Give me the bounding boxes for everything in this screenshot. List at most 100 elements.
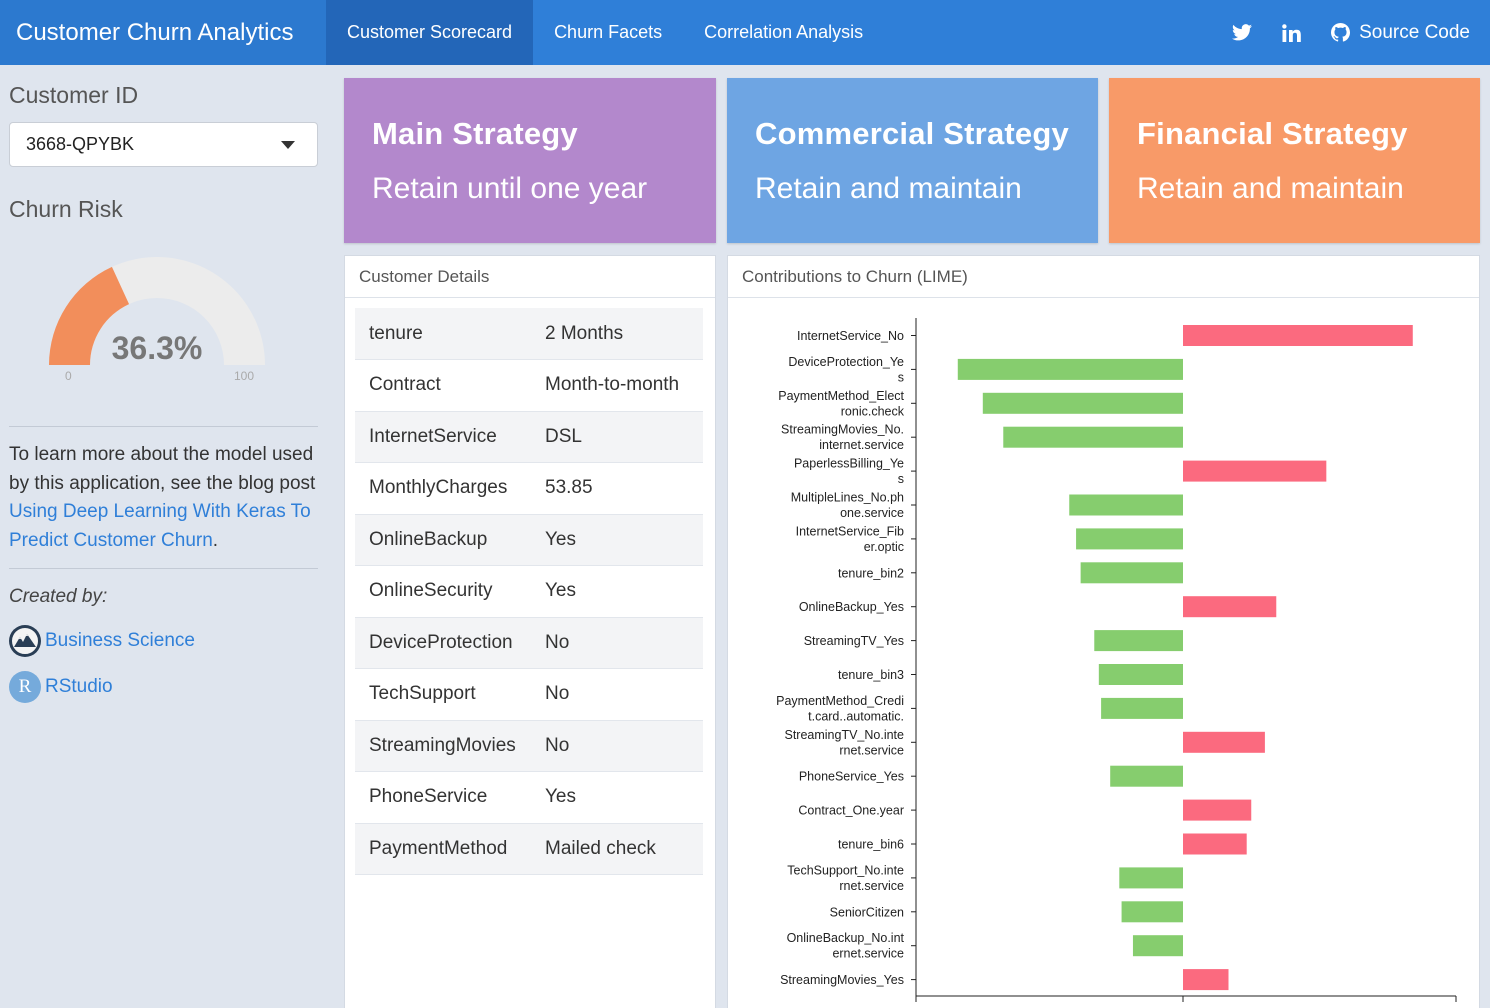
chart-bar [1183,969,1229,991]
category-label: one.service [840,506,904,520]
credit-business-science[interactable]: Business Science [9,625,195,657]
blog-post-link[interactable]: Using Deep Learning With Keras To Predic… [9,501,311,551]
financial-strategy-title: Financial Strategy [1137,116,1408,151]
app-title[interactable]: Customer Churn Analytics [0,0,326,65]
chart-bar [1183,325,1413,346]
table-row: Contract Month-to-month [355,359,703,412]
credit-rstudio[interactable]: R RStudio [9,671,113,703]
churn-risk-label: Churn Risk [9,196,123,222]
blurb-text: To learn more about the model used by th… [9,444,316,494]
category-label: PhoneService_Yes [799,770,904,784]
category-label: tenure_bin3 [838,668,904,682]
tab-correlation-analysis[interactable]: Correlation Analysis [704,22,864,42]
detail-value: No [531,720,703,772]
category-label: DeviceProtection_Ye [788,355,904,369]
detail-value: No [531,668,703,721]
rstudio-logo: R [9,671,41,703]
navbar: Customer Churn Analytics Customer Scorec… [0,0,1490,65]
source-code-link[interactable]: Source Code [1331,22,1470,44]
category-label: InternetService_Fib [796,524,904,538]
customer-details-table: tenure 2 Months Contract Month-to-month In… [355,308,703,875]
tab-churn-facets[interactable]: Churn Facets [554,22,663,42]
main-strategy-title: Main Strategy [372,116,578,151]
created-by-label: Created by: [9,586,108,607]
detail-key: DeviceProtection [355,617,531,669]
table-row: MonthlyCharges 53.85 [355,462,703,515]
detail-key: PaymentMethod [355,823,531,875]
detail-key: Contract [355,359,531,412]
financial-strategy-value: Retain and maintain [1137,172,1404,205]
category-label: PaperlessBilling_Ye [794,457,904,471]
category-label: internet.service [819,438,904,452]
chart-bar [1080,562,1183,584]
detail-value: Yes [531,771,703,824]
table-row: tenure 2 Months [355,308,703,360]
twitter-icon[interactable] [1232,24,1253,41]
category-label: OnlineBackup_Yes [799,600,904,614]
chart-bar [1183,596,1277,618]
sidebar-divider [9,568,318,569]
category-label: er.optic [864,540,904,554]
chart-bar [1121,901,1183,923]
tab-customer-scorecard[interactable]: Customer Scorecard [326,0,534,65]
linkedin-icon[interactable] [1282,23,1301,42]
table-row: PaymentMethod Mailed check [355,823,703,875]
chart-bar [1183,799,1252,821]
detail-key: tenure [355,308,531,360]
category-label: StreamingTV_No.inte [784,728,904,742]
category-label: rnet.service [839,879,904,893]
churn-risk-gauge: 36.3% 0 100 [40,245,276,385]
category-label: Contract_One.year [798,804,904,818]
category-label: PaymentMethod_Credi [776,694,904,708]
financial-strategy-box: Financial Strategy Retain and maintain [1109,78,1480,243]
credit-label: RStudio [45,676,113,697]
business-science-logo [9,625,41,657]
navbar-links: Source Code [1232,0,1470,65]
detail-key: OnlineBackup [355,514,531,566]
detail-value: 53.85 [531,462,703,515]
gauge-max-label: 100 [234,369,255,383]
chart-bar [1094,630,1183,652]
chart-bar [1101,697,1183,719]
category-label: TechSupport_No.inte [787,863,904,877]
category-label: OnlineBackup_No.int [787,931,905,945]
category-label: StreamingMovies_No. [781,423,904,437]
chart-bar [1119,867,1183,889]
category-label: tenure_bin6 [838,838,904,852]
detail-value: Yes [531,514,703,566]
lime-chart-panel: Contributions to Churn (LIME) InternetSe… [727,255,1480,1008]
chart-bar [1076,528,1183,550]
table-row: DeviceProtection No [355,617,703,669]
customer-id-select[interactable]: 3668-QPYBK [9,122,318,167]
gauge-fill [49,266,130,365]
detail-key: InternetService [355,411,531,463]
chart-bar [1183,731,1265,753]
main-strategy-box: Main Strategy Retain until one year [344,78,716,243]
category-label: StreamingMovies_Yes [780,973,904,987]
github-icon [1331,23,1351,42]
category-label: t.card..automatic. [808,709,904,723]
chart-bar [1183,833,1247,855]
credit-label: Business Science [45,630,195,651]
detail-value: No [531,617,703,669]
table-row: PhoneService Yes [355,771,703,824]
category-label: ernet.service [832,947,904,961]
lime-chart-title: Contributions to Churn (LIME) [728,256,1479,298]
main-strategy-value: Retain until one year [372,172,648,205]
customer-details-panel: Customer Details tenure 2 Months Contract… [344,255,716,1008]
detail-key: OnlineSecurity [355,565,531,618]
detail-value: Yes [531,565,703,618]
detail-value: Mailed check [531,823,703,875]
table-row: TechSupport No [355,668,703,721]
table-row: OnlineBackup Yes [355,514,703,566]
category-label: StreamingTV_Yes [804,634,904,648]
commercial-strategy-box: Commercial Strategy Retain and maintain [727,78,1098,243]
category-label: InternetService_No [797,329,904,343]
detail-key: TechSupport [355,668,531,721]
category-label: rnet.service [839,743,904,757]
category-label: s [898,472,904,486]
commercial-strategy-value: Retain and maintain [755,172,1022,205]
category-label: SeniorCitizen [830,905,904,919]
detail-key: MonthlyCharges [355,462,531,515]
table-row: OnlineSecurity Yes [355,565,703,618]
